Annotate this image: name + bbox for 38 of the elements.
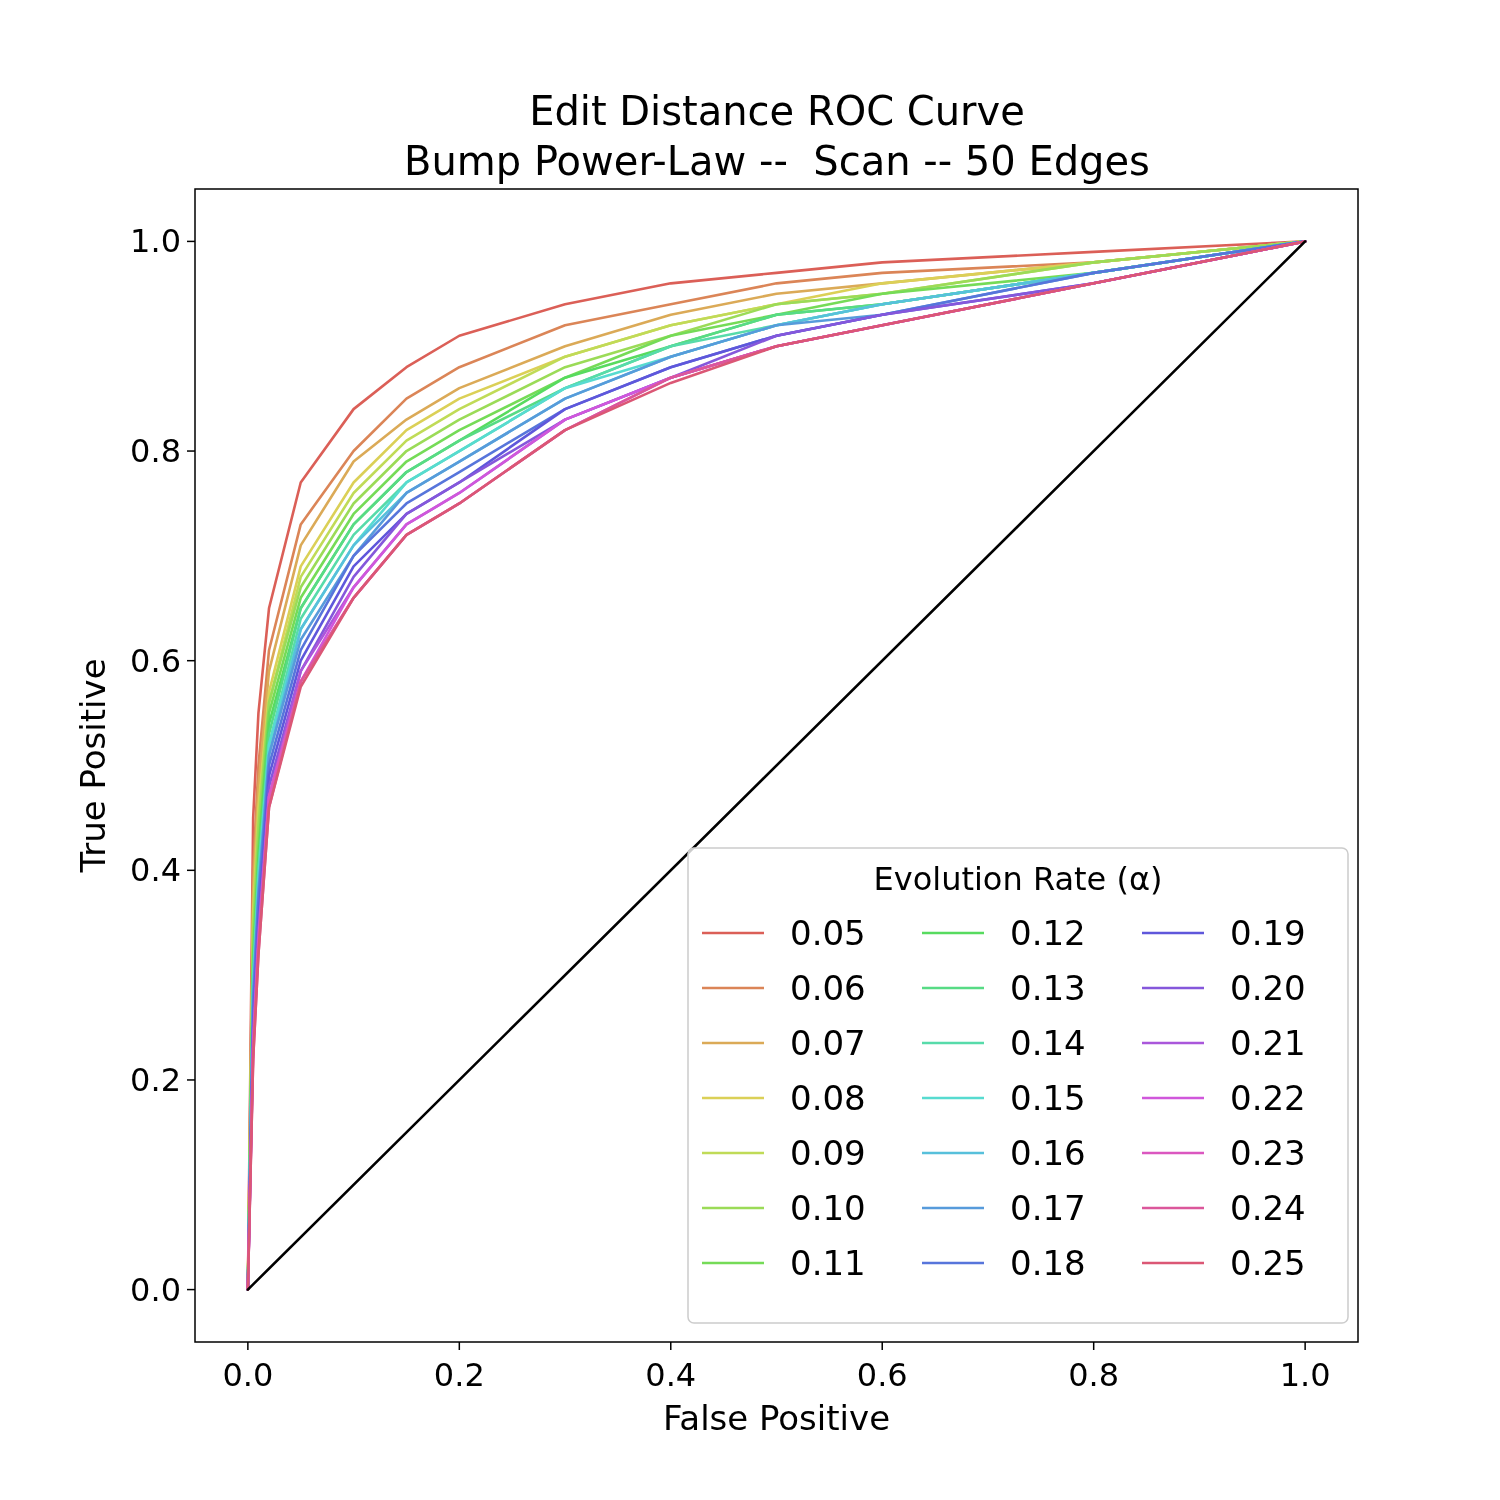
- legend-label: 0.14: [1010, 1023, 1086, 1063]
- y-axis-title: True Positive: [73, 658, 113, 874]
- legend-label: 0.16: [1010, 1133, 1086, 1173]
- x-tick-label: 0.4: [645, 1356, 697, 1394]
- y-tick-label: 1.0: [130, 222, 181, 261]
- chart-subtitle: Bump Power-Law -- Scan -- 50 Edges: [404, 138, 1150, 184]
- legend-label: 0.21: [1230, 1023, 1306, 1063]
- chart-title: Edit Distance ROC Curve: [529, 88, 1025, 134]
- legend-label: 0.12: [1010, 913, 1086, 953]
- y-tick-label: 0.8: [130, 432, 181, 471]
- y-tick-label: 0.2: [130, 1060, 181, 1099]
- legend-label: 0.08: [790, 1078, 866, 1118]
- legend-label: 0.24: [1230, 1188, 1306, 1228]
- legend-label: 0.09: [790, 1133, 866, 1173]
- legend-title: Evolution Rate (α): [873, 860, 1163, 898]
- x-tick-label: 0.2: [433, 1356, 485, 1394]
- legend-label: 0.13: [1010, 968, 1086, 1008]
- legend-label: 0.07: [790, 1023, 866, 1063]
- legend-label: 0.15: [1010, 1078, 1086, 1118]
- y-tick-label: 0.0: [130, 1270, 181, 1309]
- legend-label: 0.10: [790, 1188, 866, 1228]
- x-tick-label: 0.8: [1068, 1356, 1120, 1394]
- legend-label: 0.25: [1230, 1243, 1306, 1283]
- legend-label: 0.22: [1230, 1078, 1306, 1118]
- legend-label: 0.19: [1230, 913, 1306, 953]
- y-tick-label: 0.6: [130, 641, 181, 680]
- legend-label: 0.17: [1010, 1188, 1086, 1228]
- legend-label: 0.05: [790, 913, 866, 953]
- legend-label: 0.11: [790, 1243, 866, 1283]
- x-tick-label: 0.0: [222, 1356, 274, 1394]
- legend-label: 0.23: [1230, 1133, 1306, 1173]
- x-tick-label: 0.6: [856, 1356, 908, 1394]
- x-tick-label: 1.0: [1279, 1356, 1331, 1394]
- legend-label: 0.18: [1010, 1243, 1086, 1283]
- legend-label: 0.06: [790, 968, 866, 1008]
- legend-label: 0.20: [1230, 968, 1306, 1008]
- y-tick-label: 0.4: [130, 851, 181, 890]
- x-axis-title: False Positive: [662, 1398, 891, 1438]
